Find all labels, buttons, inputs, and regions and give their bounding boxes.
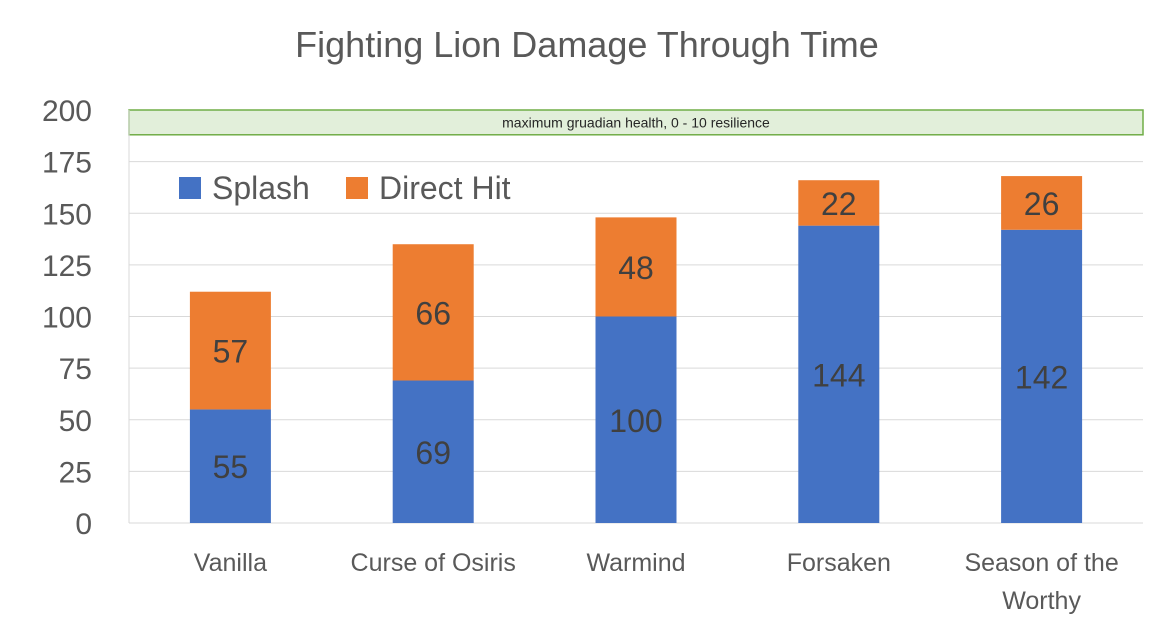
legend-entry: Splash	[212, 170, 310, 206]
legend-entry: Direct Hit	[379, 170, 511, 206]
bar-direct-hit	[798, 180, 880, 226]
bar-splash	[189, 409, 271, 523]
x-tick-label: Worthy	[1002, 587, 1081, 615]
y-tick-label: 0	[75, 508, 92, 541]
x-tick-label: Forsaken	[787, 549, 891, 577]
data-label: 66	[415, 295, 451, 331]
data-label: 26	[1024, 186, 1060, 222]
bar-splash	[595, 316, 677, 523]
x-tick-label: Warmind	[586, 549, 685, 577]
y-tick-label: 75	[59, 353, 92, 386]
data-label: 142	[1015, 359, 1068, 395]
data-label: 48	[618, 250, 654, 286]
bars: 55 57 69 66 100 48 144 22 142 26	[189, 176, 1083, 523]
x-tick-label: Season of the	[964, 549, 1118, 577]
annotation-text: maximum gruadian health, 0 - 10 resilien…	[502, 114, 770, 130]
bar-splash	[798, 225, 880, 523]
x-axis-ticks: Vanilla Curse of Osiris Warmind Forsaken Sea…	[194, 549, 1119, 615]
bar-direct-hit	[1001, 176, 1083, 230]
bar-direct-hit	[595, 217, 677, 317]
y-tick-label: 175	[42, 147, 92, 180]
annotation-band-rect	[128, 109, 1144, 136]
y-tick-label: 100	[42, 302, 92, 335]
data-label: 144	[812, 357, 865, 393]
y-tick-label: 150	[42, 198, 92, 231]
bar-direct-hit	[189, 291, 271, 410]
y-tick-label: 200	[42, 95, 92, 128]
annotation-band: maximum gruadian health, 0 - 10 resilien…	[128, 109, 1144, 136]
y-tick-label: 125	[42, 250, 92, 283]
data-label: 100	[609, 403, 662, 439]
bar-direct-hit	[392, 244, 474, 381]
y-tick-label: 25	[59, 456, 92, 489]
chart-title: Fighting Lion Damage Through Time	[295, 24, 879, 65]
data-label: 22	[821, 186, 857, 222]
legend-swatch	[346, 177, 368, 199]
bar-splash	[1001, 229, 1083, 523]
x-tick-label: Curse of Osiris	[351, 549, 516, 577]
y-axis-ticks: 0 25 50 75 100 125 150 175 200	[42, 95, 92, 541]
legend: Splash Direct Hit	[179, 170, 511, 206]
data-label: 57	[213, 334, 249, 370]
data-label: 55	[213, 449, 249, 485]
legend-swatch	[179, 177, 201, 199]
y-tick-label: 50	[59, 405, 92, 438]
x-tick-label: Vanilla	[194, 549, 267, 577]
data-label: 69	[415, 435, 451, 471]
bar-splash	[392, 380, 474, 523]
